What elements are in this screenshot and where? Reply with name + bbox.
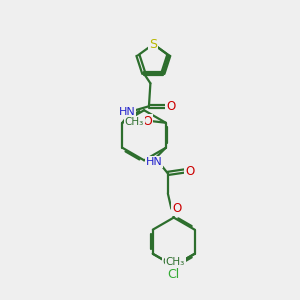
Text: CH₃: CH₃: [166, 257, 185, 267]
Text: O: O: [167, 100, 176, 113]
Text: S: S: [149, 38, 158, 51]
Text: CH₃: CH₃: [125, 117, 144, 127]
Text: Cl: Cl: [168, 268, 180, 281]
Text: CH₃: CH₃: [163, 257, 182, 267]
Text: O: O: [185, 165, 195, 178]
Text: O: O: [142, 115, 152, 128]
Text: HN: HN: [146, 157, 162, 166]
Text: O: O: [172, 202, 181, 215]
Text: HN: HN: [119, 106, 136, 117]
